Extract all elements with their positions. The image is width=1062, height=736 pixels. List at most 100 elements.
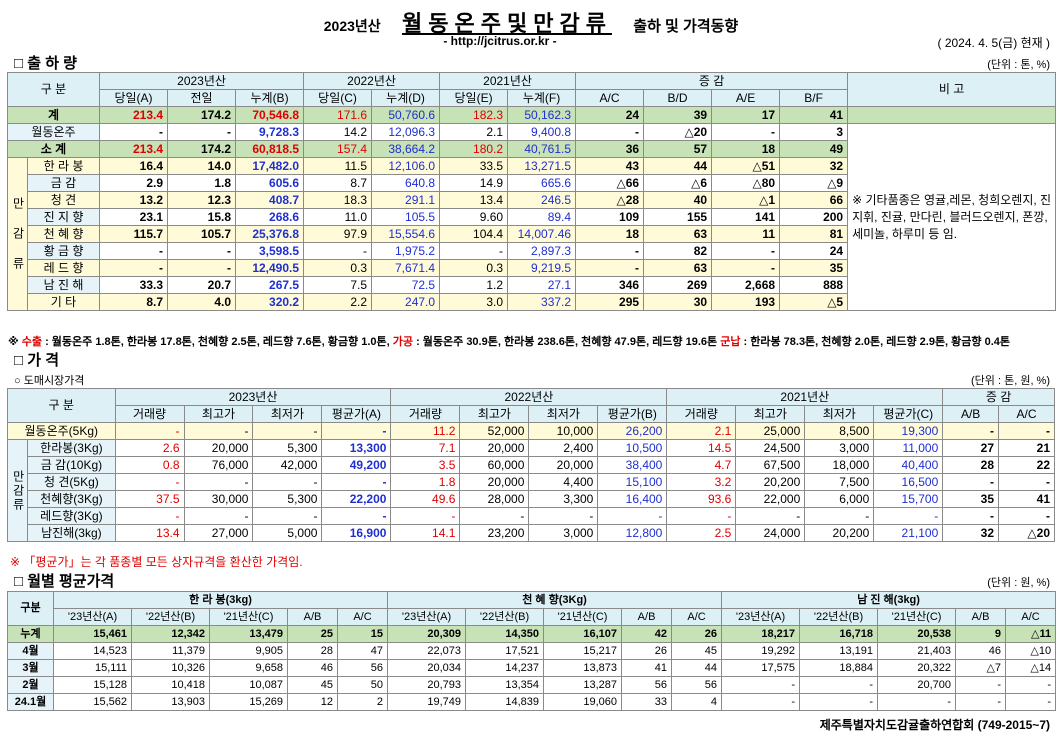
value: 49 — [779, 140, 849, 158]
value: △1 — [711, 191, 781, 209]
value: 182.3 — [439, 106, 509, 124]
value: 0.3 — [439, 259, 509, 277]
table-row: 금 감(10Kg) 0.8 76,000 42,000 49,200 3.5 60,000 2… — [8, 456, 1055, 474]
value: - — [303, 242, 373, 260]
header-cell: A/C — [671, 608, 723, 626]
row-label: 진 지 향 — [26, 208, 101, 226]
value: 640.8 — [371, 174, 441, 192]
value: 35 — [942, 490, 1000, 508]
header-cell: 최저가 — [528, 405, 599, 423]
value: - — [998, 422, 1055, 440]
value: 213.4 — [99, 106, 169, 124]
header-cell: 2022년산 — [303, 72, 441, 90]
value: 44 — [671, 659, 723, 677]
row-label: 금 감 — [26, 174, 101, 192]
header-cell: B/F — [779, 89, 849, 107]
value: △10 — [1005, 642, 1057, 660]
footnote: ※ 수출 : 월동온주 1.8톤, 한라봉 17.8톤, 천혜향 2.5톤, 레… — [8, 333, 1010, 349]
header-cell: '22년산(B) — [131, 608, 210, 626]
value: 15,554.6 — [371, 225, 441, 243]
value: 13,873 — [543, 659, 623, 677]
value: 9,219.5 — [507, 259, 577, 277]
value: - — [575, 259, 645, 277]
value: 20,034 — [387, 659, 467, 677]
value: 25,000 — [735, 422, 806, 440]
value: 15 — [336, 625, 389, 643]
value: 21,100 — [873, 524, 944, 542]
value: 19,060 — [543, 693, 623, 711]
value: 63 — [643, 259, 713, 277]
value: 97.9 — [303, 225, 373, 243]
header-cell: '21년산(C) — [877, 608, 957, 626]
value: 2.1 — [666, 422, 737, 440]
value: 26 — [621, 642, 673, 660]
value: 56 — [336, 659, 389, 677]
value: 11.0 — [303, 208, 373, 226]
header-cell: 당일(C) — [303, 89, 373, 107]
unit: (단위 : 원, %) — [987, 577, 1050, 589]
value: 16,400 — [597, 490, 668, 508]
value: - — [183, 507, 254, 525]
section-title: □ 가 격 — [14, 352, 59, 369]
value: 41 — [998, 490, 1055, 508]
row-label: 황 금 향 — [26, 242, 101, 260]
value: 20,322 — [877, 659, 957, 677]
header-cell: 최고가 — [459, 405, 530, 423]
header-cell: 구 분 — [7, 388, 116, 423]
value: 24,500 — [735, 439, 806, 457]
value: 56 — [671, 676, 723, 694]
header-cell: 비 고 — [847, 72, 1057, 107]
value: 18 — [575, 225, 645, 243]
row-label: 누계 — [7, 625, 54, 643]
value: 15.8 — [167, 208, 237, 226]
header-cell: A/B — [955, 608, 1007, 626]
value: 7,500 — [804, 473, 875, 491]
value: 17,482.0 — [235, 157, 305, 175]
value: 269 — [643, 276, 713, 294]
value: 4.7 — [666, 456, 737, 474]
value: 12,096.3 — [371, 123, 441, 141]
value: 20,700 — [877, 676, 957, 694]
value: 20,000 — [459, 439, 530, 457]
row-label: 한 라 봉 — [26, 157, 101, 175]
value: 19,749 — [387, 693, 467, 711]
value: 17,575 — [721, 659, 801, 677]
unit: (단위 : 톤, %) — [987, 59, 1050, 71]
value: 20,793 — [387, 676, 467, 694]
value: 2,897.3 — [507, 242, 577, 260]
value: 4 — [671, 693, 723, 711]
value: 57 — [643, 140, 713, 158]
value: △7 — [955, 659, 1007, 677]
header-cell: 남 진 해(3kg) — [721, 591, 1057, 609]
header-cell: A/C — [575, 89, 645, 107]
row-label: 월동온주 — [6, 123, 101, 141]
value: 13,300 — [321, 439, 392, 457]
value: 20,309 — [387, 625, 467, 643]
header-cell: 누계(B) — [235, 89, 305, 107]
value: - — [711, 259, 781, 277]
value: 12 — [287, 693, 338, 711]
monthly-table: 구분 한 라 봉(3kg) 천 혜 향(3Kg) 남 진 해(3kg) '23년산(A… — [7, 591, 1057, 711]
value: 3.5 — [390, 456, 461, 474]
value: 888 — [779, 276, 849, 294]
table-row: 청 견 13.2 12.3 408.7 18.3 291.1 13.4 246.5 △28 40 △… — [8, 191, 1056, 209]
header-cell: B/D — [643, 89, 713, 107]
value: △20 — [998, 524, 1055, 542]
value: 20,000 — [459, 473, 530, 491]
row-label: 남 진 해 — [26, 276, 101, 294]
value: - — [998, 473, 1055, 491]
group-label: 만 감 류 — [7, 157, 28, 311]
header-cell: '23년산(A) — [387, 608, 467, 626]
value: 16,500 — [873, 473, 944, 491]
value: - — [114, 507, 185, 525]
value: 13.4 — [439, 191, 509, 209]
value: 247.0 — [371, 293, 441, 311]
value: 14,839 — [465, 693, 545, 711]
table-row: 금 감 2.9 1.8 605.6 8.7 640.8 14.9 665.6 △66 △6 △80 △… — [8, 174, 1056, 192]
value: 104.4 — [439, 225, 509, 243]
row-label: 남진해(3kg) — [27, 524, 116, 542]
row-label: 레드향(3Kg) — [27, 507, 116, 525]
value: 12,490.5 — [235, 259, 305, 277]
value: △14 — [1005, 659, 1057, 677]
value: 24 — [575, 106, 645, 124]
